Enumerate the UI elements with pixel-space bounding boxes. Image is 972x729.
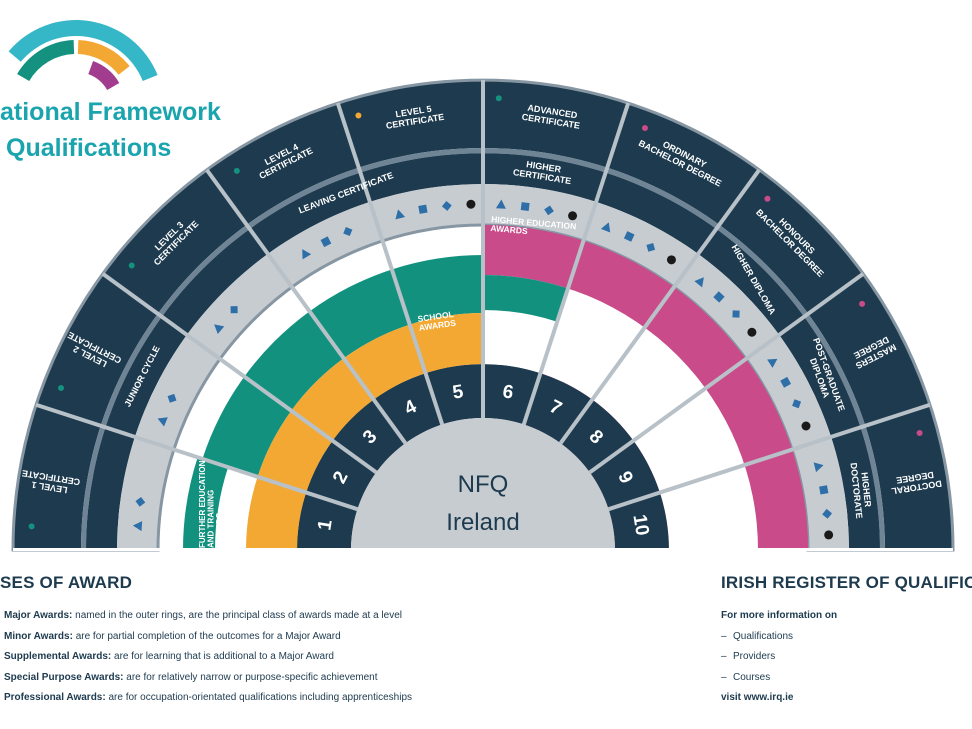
award-type-markers-ring xyxy=(117,184,849,550)
minor-award-triangle-icon xyxy=(495,199,506,209)
logo-arc-purple xyxy=(88,61,120,90)
special-purpose-award-diamond-icon xyxy=(230,306,238,314)
special-purpose-award-diamond-icon xyxy=(441,200,452,211)
supplemental-award-square-icon xyxy=(623,231,635,242)
logo-arc-teal xyxy=(17,40,75,81)
logo-arc-blue xyxy=(8,20,158,82)
level-divider-line xyxy=(101,272,378,475)
ring-dot-icon xyxy=(495,95,502,102)
supplemental-award-square-icon xyxy=(418,204,428,214)
higher-ed-gap xyxy=(540,264,783,550)
special-purpose-award-diamond-icon xyxy=(544,205,554,216)
minor-award-triangle-icon xyxy=(214,324,225,334)
levels-ring xyxy=(297,364,669,550)
outer-major-awards-ring xyxy=(13,80,953,551)
professional-award-circle-icon xyxy=(466,199,476,209)
classes-of-award-heading: SES OF AWARD xyxy=(0,573,133,592)
ring-dot-icon xyxy=(128,262,135,269)
ring-dot-icon xyxy=(641,125,648,132)
register-intro: For more information on xyxy=(721,610,838,621)
level-divider-line xyxy=(607,402,931,512)
minor-award-triangle-icon xyxy=(157,417,168,427)
level-divider-line xyxy=(588,272,865,475)
center-subtitle: Ireland xyxy=(446,509,519,536)
further-education-zone xyxy=(183,457,229,550)
minor-award-triangle-icon xyxy=(600,222,611,233)
level-divider-line xyxy=(335,102,445,426)
logo-arc-orange xyxy=(77,40,130,75)
higher-education-band xyxy=(483,225,808,550)
ring-dot-icon xyxy=(58,385,65,392)
ring-dot-icon xyxy=(28,523,35,530)
ring-outline xyxy=(11,78,955,552)
professional-award-circle-icon xyxy=(568,211,578,221)
ring-dot-icon xyxy=(355,112,362,119)
professional-award-circle-icon xyxy=(666,255,676,265)
register-item-qualifications[interactable]: – Qualifications xyxy=(721,630,794,642)
level6-teal-block xyxy=(483,275,568,322)
award-class-supplemental: Supplemental Awards: are for learning th… xyxy=(4,651,334,662)
special-purpose-award-diamond-icon xyxy=(822,508,833,519)
award-class-special-purpose: Special Purpose Awards: are for relative… xyxy=(4,671,378,683)
award-class-major: Major Awards: named in the outer rings, … xyxy=(4,610,402,621)
supplemental-award-square-icon xyxy=(520,202,530,212)
ring-dot-icon xyxy=(764,195,771,202)
further-education-upper-zone xyxy=(202,255,483,477)
framework-title-line1: ational Framework xyxy=(0,98,221,126)
special-purpose-award-diamond-icon xyxy=(646,243,656,252)
framework-title-line2: Qualifications xyxy=(6,134,172,162)
special-purpose-award-diamond-icon xyxy=(135,496,146,507)
professional-award-circle-icon xyxy=(747,327,757,337)
minor-award-triangle-icon xyxy=(767,358,778,368)
register-heading: IRISH REGISTER OF QUALIFICAT xyxy=(721,573,972,592)
level-number-10: 10 xyxy=(628,513,652,537)
special-purpose-award-diamond-icon xyxy=(792,399,802,409)
level-number-1: 1 xyxy=(314,518,336,532)
further-education-zone-label: FURTHER EDUCATIONAND TRAININGAWARDS xyxy=(198,460,224,548)
supplemental-award-square-icon xyxy=(713,291,725,303)
register-visit-link[interactable]: visit www.irq.ie xyxy=(721,692,794,703)
ring-dot-icon xyxy=(233,167,240,174)
register-info: For more information on – Qualifications … xyxy=(721,609,837,705)
classes-of-award-list: Major Awards: named in the outer rings, … xyxy=(4,609,474,712)
level-number-6: 6 xyxy=(501,381,515,403)
supplemental-award-square-icon xyxy=(320,236,332,248)
award-class-professional: Professional Awards: are for occupation-… xyxy=(4,692,413,703)
minor-award-triangle-icon xyxy=(395,209,406,220)
special-purpose-award-diamond-icon xyxy=(343,226,353,237)
minor-award-triangle-icon xyxy=(813,462,824,473)
supplemental-award-square-icon xyxy=(819,485,829,495)
supplemental-award-square-icon xyxy=(780,376,792,388)
level-divider-line xyxy=(521,102,631,426)
ring-dot-icon xyxy=(859,300,866,307)
special-purpose-award-diamond-icon xyxy=(167,393,177,403)
minor-award-triangle-icon xyxy=(132,521,143,532)
level-number-5: 5 xyxy=(451,381,465,403)
award-class-minor: Minor Awards: are for partial completion… xyxy=(4,630,341,642)
level-divider-line xyxy=(205,168,408,445)
special-purpose-award-diamond-icon xyxy=(732,310,740,318)
level-divider-line xyxy=(558,168,761,445)
professional-award-circle-icon xyxy=(824,530,834,540)
register-item-courses[interactable]: – Courses xyxy=(721,671,771,683)
ring-dot-icon xyxy=(916,430,923,437)
diagram-baseline xyxy=(13,548,953,551)
register-item-providers[interactable]: – Providers xyxy=(721,651,776,662)
level-divider-line xyxy=(35,402,359,512)
center-title: NFQ xyxy=(458,471,509,498)
minor-award-triangle-icon xyxy=(694,277,704,288)
professional-award-circle-icon xyxy=(801,421,811,431)
minor-award-triangle-icon xyxy=(302,249,312,260)
nfq-center-hub xyxy=(351,418,615,550)
